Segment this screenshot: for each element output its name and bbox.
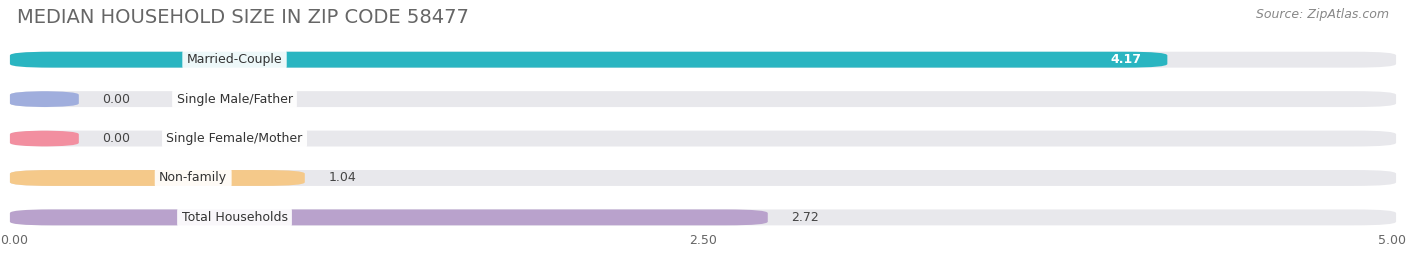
Text: 1.04: 1.04: [328, 171, 356, 185]
Text: Married-Couple: Married-Couple: [187, 53, 283, 66]
Text: Single Male/Father: Single Male/Father: [177, 93, 292, 106]
Text: 0.00: 0.00: [103, 132, 131, 145]
FancyBboxPatch shape: [10, 170, 1396, 186]
FancyBboxPatch shape: [10, 210, 768, 225]
FancyBboxPatch shape: [10, 91, 1396, 107]
FancyBboxPatch shape: [10, 52, 1167, 68]
Text: Non-family: Non-family: [159, 171, 228, 185]
Text: MEDIAN HOUSEHOLD SIZE IN ZIP CODE 58477: MEDIAN HOUSEHOLD SIZE IN ZIP CODE 58477: [17, 8, 468, 27]
Text: 0.00: 0.00: [103, 93, 131, 106]
Text: Source: ZipAtlas.com: Source: ZipAtlas.com: [1256, 8, 1389, 21]
FancyBboxPatch shape: [10, 210, 1396, 225]
FancyBboxPatch shape: [10, 130, 1396, 147]
FancyBboxPatch shape: [10, 170, 305, 186]
Text: Single Female/Mother: Single Female/Mother: [166, 132, 302, 145]
FancyBboxPatch shape: [10, 130, 79, 147]
Text: Total Households: Total Households: [181, 211, 287, 224]
FancyBboxPatch shape: [10, 52, 1396, 68]
FancyBboxPatch shape: [10, 91, 79, 107]
Text: 2.72: 2.72: [792, 211, 818, 224]
Text: 4.17: 4.17: [1111, 53, 1142, 66]
